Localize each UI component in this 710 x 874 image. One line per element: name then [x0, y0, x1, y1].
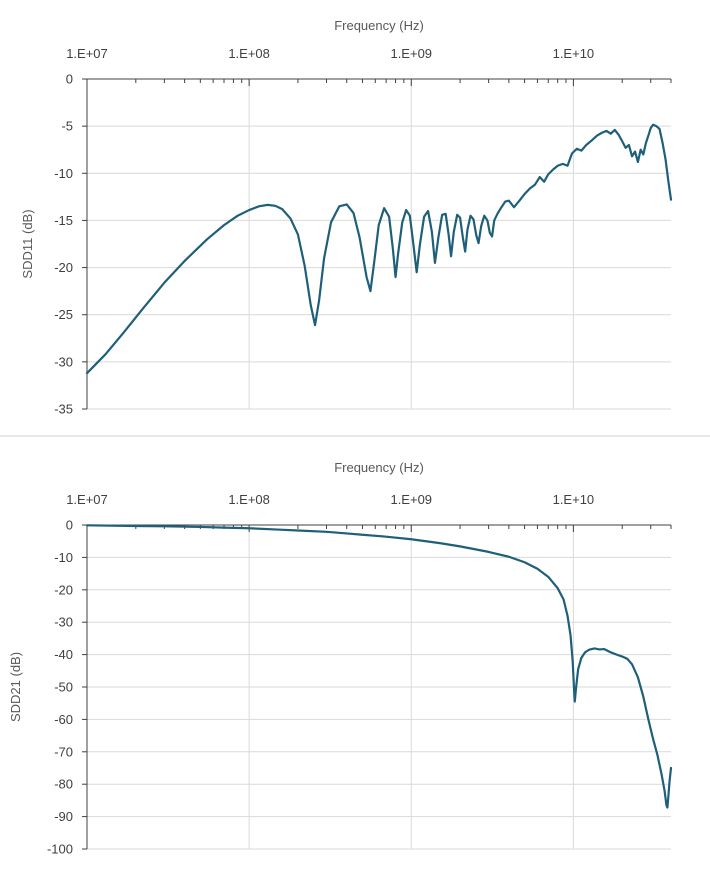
chart-1-xtick-label-0: 1.E+07 — [66, 46, 108, 61]
chart-1-ytick-label-1: -5 — [61, 119, 73, 134]
chart-2-ytick-label-2: -20 — [54, 582, 73, 597]
chart-2-xtick-label-0: 1.E+07 — [66, 492, 108, 507]
chart-2-ytick-label-4: -40 — [54, 647, 73, 662]
chart-1-ytick-label-4: -20 — [54, 260, 73, 275]
chart-1-y-axis-title: SDD11 (dB) — [20, 209, 35, 278]
chart-2-ytick-label-7: -70 — [54, 744, 73, 759]
chart-1-ytick-label-0: 0 — [66, 72, 73, 87]
chart-2-series-1-line — [85, 524, 673, 809]
chart-2-ytick-label-10: -100 — [47, 842, 73, 857]
chart-2-ytick-label-3: -30 — [54, 615, 73, 630]
chart-1-ytick-label-5: -25 — [54, 307, 73, 322]
chart-2-x-axis-title: Frequency (Hz) — [334, 460, 424, 475]
chart-2-xtick-label-1: 1.E+08 — [228, 492, 270, 507]
chart-2-ytick-label-9: -90 — [54, 809, 73, 824]
chart-2-ytick-label-0: 0 — [66, 518, 73, 533]
chart-1-xtick-label-3: 1.E+10 — [553, 46, 595, 61]
chart-1-ytick-label-2: -10 — [54, 166, 73, 181]
chart-2-xtick-label-2: 1.E+09 — [390, 492, 432, 507]
chart-2-ytick-label-6: -60 — [54, 712, 73, 727]
chart-2-xtick-label-3: 1.E+10 — [553, 492, 595, 507]
chart-1-xtick-label-1: 1.E+08 — [228, 46, 270, 61]
chart-2-ytick-label-5: -50 — [54, 680, 73, 695]
chart-2-ytick-label-1: -10 — [54, 550, 73, 565]
chart-2-ytick-label-8: -80 — [54, 777, 73, 792]
chart-2-y-axis-title: SDD21 (dB) — [8, 652, 23, 722]
chart-1-ytick-label-3: -15 — [54, 213, 73, 228]
chart-1-series-1-line — [85, 123, 673, 375]
chart-1-x-axis-title: Frequency (Hz) — [334, 18, 424, 33]
chart-1-ytick-label-6: -30 — [54, 354, 73, 369]
chart-1-xtick-label-2: 1.E+09 — [390, 46, 432, 61]
chart-1-ytick-label-7: -35 — [54, 402, 73, 417]
